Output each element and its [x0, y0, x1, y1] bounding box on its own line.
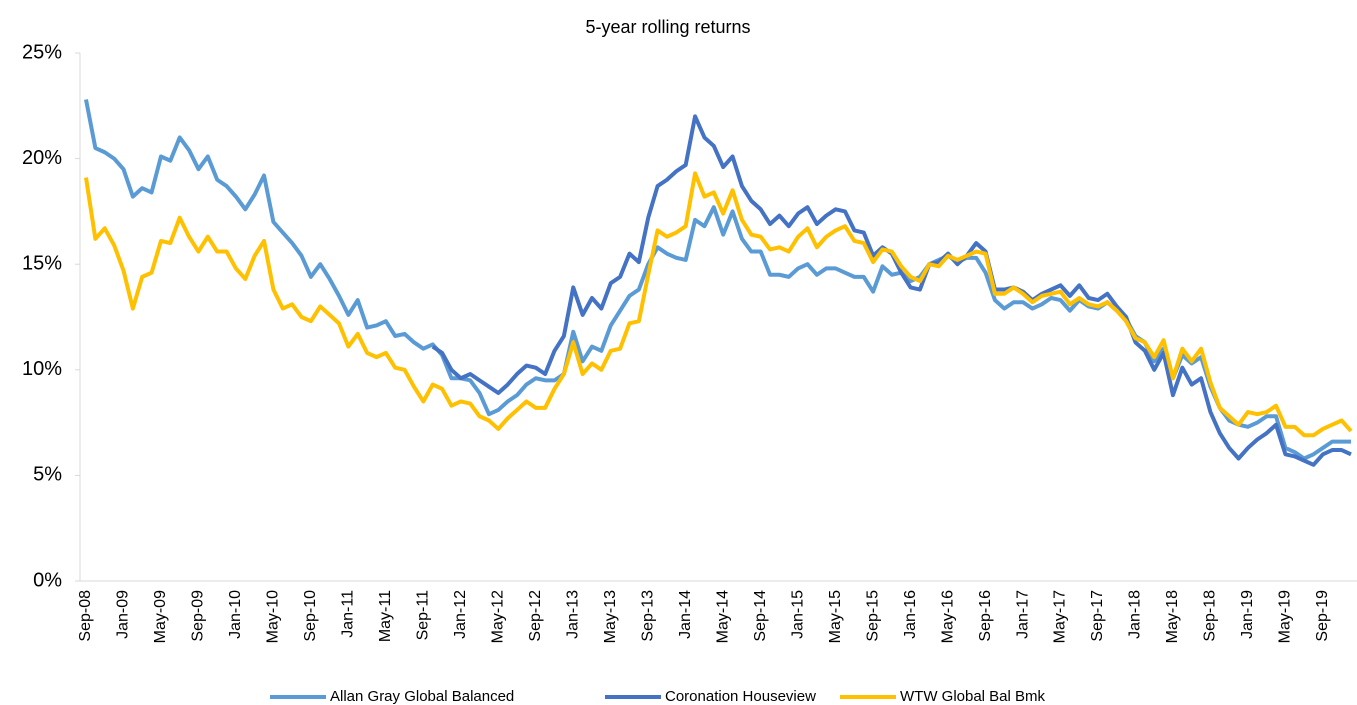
x-tick-label: Sep-14 [752, 590, 769, 642]
y-tick-label: 20% [22, 147, 62, 169]
x-tick-label: May-13 [602, 590, 619, 643]
y-tick-label: 25% [22, 41, 62, 63]
y-tick-label: 10% [22, 358, 62, 380]
x-tick-label: Sep-11 [415, 590, 432, 641]
x-tick-label: Sep-12 [527, 590, 544, 642]
x-tick-label: Jan-15 [789, 590, 806, 639]
x-tick-label: Jan-13 [564, 590, 581, 639]
x-tick-label: May-15 [827, 590, 844, 643]
x-tick-label: May-12 [490, 590, 507, 643]
x-tick-label: Jan-18 [1127, 590, 1144, 639]
x-tick-label: May-11 [377, 590, 394, 642]
x-tick-label: Sep-18 [1202, 590, 1219, 642]
x-tick-label: Jan-09 [115, 590, 132, 639]
x-tick-label: Jan-16 [902, 590, 919, 639]
x-tick-label: Jan-11 [340, 590, 357, 638]
x-tick-label: Jan-10 [227, 590, 244, 639]
y-tick-label: 5% [33, 464, 62, 486]
y-tick-label: 0% [33, 569, 62, 591]
x-tick-label: Jan-14 [677, 590, 694, 639]
y-tick-label: 15% [22, 252, 62, 274]
x-tick-label: Sep-08 [77, 590, 94, 642]
x-tick-label: May-09 [152, 590, 169, 643]
x-tick-label: Sep-17 [1089, 590, 1106, 642]
x-tick-label: Jan-12 [452, 590, 469, 639]
chart-title: 5-year rolling returns [585, 17, 750, 37]
x-tick-label: Sep-10 [302, 590, 319, 642]
legend-label: WTW Global Bal Bmk [900, 688, 1046, 705]
x-tick-label: May-19 [1277, 590, 1294, 643]
legend-label: Coronation Houseview [665, 688, 816, 705]
x-tick-label: Sep-09 [190, 590, 207, 642]
legend-label: Allan Gray Global Balanced [330, 688, 514, 705]
x-tick-label: Sep-13 [639, 590, 656, 642]
x-tick-label: Sep-15 [864, 590, 881, 642]
x-tick-label: May-17 [1052, 590, 1069, 643]
x-tick-label: May-18 [1164, 590, 1181, 643]
x-tick-label: Sep-16 [977, 590, 994, 642]
x-tick-label: Jan-19 [1239, 590, 1256, 639]
x-tick-label: May-14 [714, 590, 731, 643]
x-tick-label: May-10 [265, 590, 282, 643]
series-line [431, 114, 1352, 467]
x-tick-label: May-16 [939, 590, 956, 643]
x-tick-label: Sep-19 [1314, 590, 1331, 642]
x-tick-label: Jan-17 [1014, 590, 1031, 639]
series-line [84, 171, 1353, 438]
